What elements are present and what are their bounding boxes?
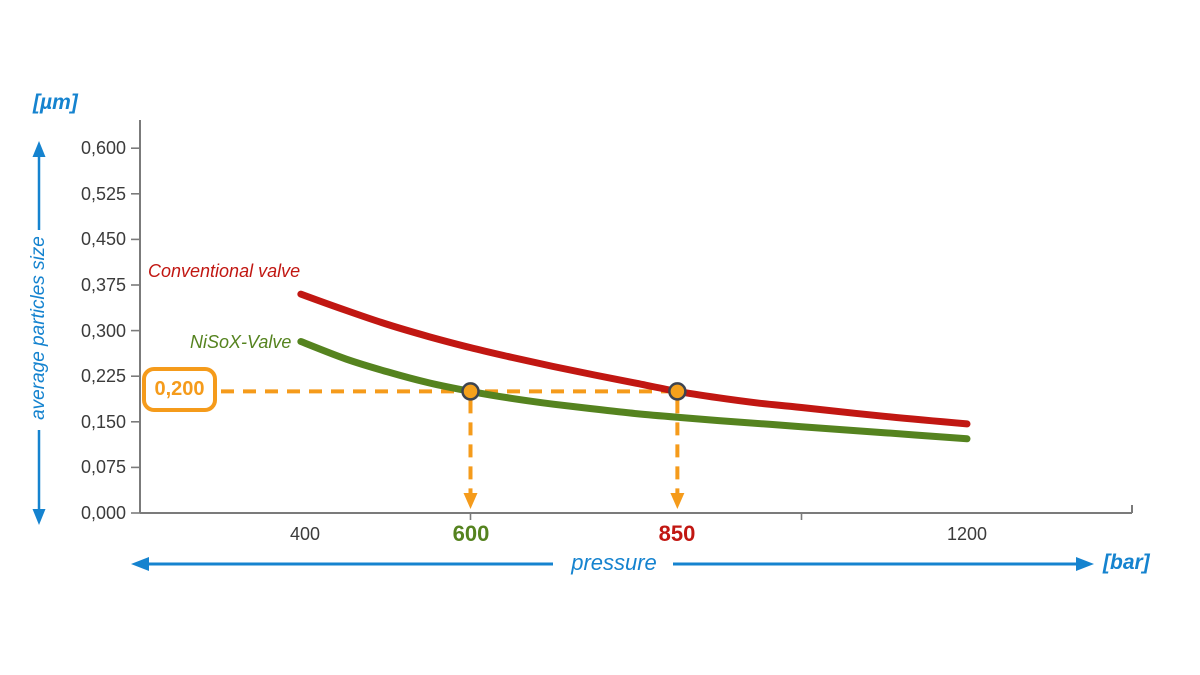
y-arrow-up-head-icon [32, 141, 46, 157]
conventional-valve-curve [297, 290, 971, 428]
guide-arrow-down-icon [670, 493, 685, 509]
nisox-valve-curve [297, 338, 971, 443]
y-arrow-down-head-icon [32, 509, 46, 525]
highlight-dot-600 [461, 382, 480, 401]
guide-arrow-down-icon [463, 493, 478, 509]
highlight-dot-850 [668, 382, 687, 401]
x-arrow-right-head-icon [1076, 557, 1094, 571]
x-arrow-left-head-icon [131, 557, 149, 571]
